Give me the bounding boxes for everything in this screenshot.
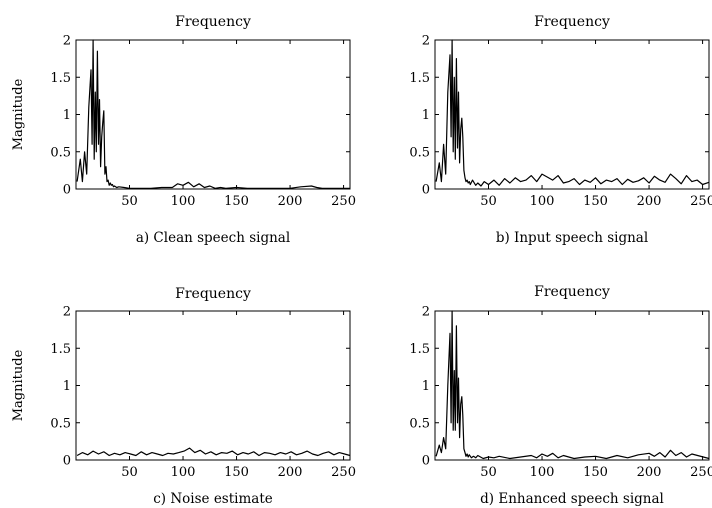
- x-tick-label: 200: [637, 194, 662, 209]
- axes-box: [434, 310, 710, 461]
- y-tick-label: 1.5: [50, 71, 71, 86]
- x-tick-label: 100: [171, 465, 196, 480]
- y-axis-label: Magnitude: [11, 349, 26, 421]
- y-tick-label: 0.5: [409, 416, 430, 431]
- y-tick-label: 0.5: [409, 145, 430, 160]
- x-tick-label: 100: [530, 194, 555, 209]
- y-tick-label: 1: [422, 379, 430, 394]
- panel-caption: b) Input speech signal: [496, 230, 648, 246]
- x-tick-label: 50: [121, 194, 138, 209]
- panel-caption: a) Clean speech signal: [136, 230, 290, 246]
- x-tick-label: 150: [583, 194, 608, 209]
- y-tick-label: 2: [422, 34, 430, 49]
- axes-box: [75, 39, 351, 190]
- x-tick-label: 200: [637, 465, 662, 480]
- x-tick-label: 50: [480, 194, 497, 209]
- y-tick-label: 1.5: [409, 71, 430, 86]
- x-tick-label: 200: [278, 465, 303, 480]
- magnitude-trace: [435, 39, 710, 187]
- plot-title: Frequency: [175, 286, 251, 302]
- plot-title: Frequency: [534, 14, 610, 30]
- x-tick-label: 100: [530, 465, 555, 480]
- y-tick-label: 1.5: [409, 342, 430, 357]
- plot-title: Frequency: [534, 284, 610, 300]
- y-tick-label: 0: [422, 454, 430, 469]
- x-tick-label: 250: [690, 194, 712, 209]
- magnitude-trace: [76, 447, 351, 457]
- axes-box: [75, 310, 351, 461]
- magnitude-trace: [435, 310, 710, 460]
- panel-caption: c) Noise estimate: [153, 491, 273, 507]
- y-tick-label: 0: [422, 183, 430, 198]
- plot-title: Frequency: [175, 14, 251, 30]
- y-tick-label: 2: [63, 305, 71, 320]
- x-tick-label: 250: [331, 194, 356, 209]
- x-tick-label: 150: [224, 194, 249, 209]
- y-tick-label: 0: [63, 454, 71, 469]
- x-tick-label: 250: [690, 465, 712, 480]
- y-tick-label: 2: [63, 34, 71, 49]
- magnitude-trace: [76, 39, 350, 189]
- y-tick-label: 0.5: [50, 145, 71, 160]
- y-tick-label: 1: [63, 108, 71, 123]
- x-tick-label: 150: [583, 465, 608, 480]
- y-axis-label: Magnitude: [11, 78, 26, 150]
- x-tick-label: 100: [171, 194, 196, 209]
- y-tick-label: 2: [422, 305, 430, 320]
- y-tick-label: 1: [63, 379, 71, 394]
- x-tick-label: 150: [224, 465, 249, 480]
- x-tick-label: 50: [121, 465, 138, 480]
- x-tick-label: 50: [480, 465, 497, 480]
- y-tick-label: 1: [422, 108, 430, 123]
- panel-caption: d) Enhanced speech signal: [480, 491, 664, 507]
- y-tick-label: 0: [63, 183, 71, 198]
- axes-box: [434, 39, 710, 190]
- x-tick-label: 250: [331, 465, 356, 480]
- x-tick-label: 200: [278, 194, 303, 209]
- y-tick-label: 0.5: [50, 416, 71, 431]
- y-tick-label: 1.5: [50, 342, 71, 357]
